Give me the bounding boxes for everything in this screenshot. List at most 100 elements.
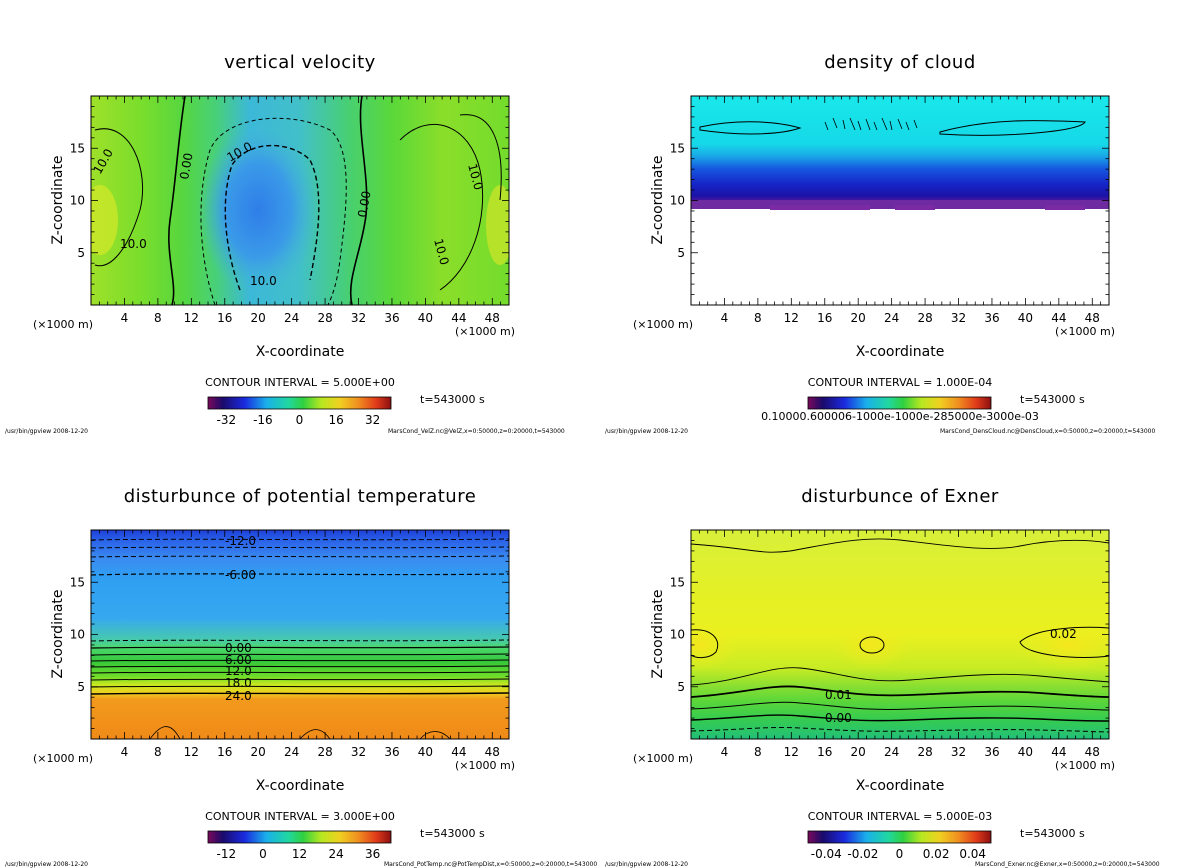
y-axis-title: Z-coordinate [650, 589, 666, 678]
time-label: t=543000 s [1020, 827, 1085, 840]
x-ticks: 4 8 12 16 20 24 28 32 36 40 44 48 [698, 530, 1102, 759]
x-tick-label: 32 [951, 745, 966, 759]
x-tick-label: 28 [317, 311, 332, 325]
x-tick-label: 48 [485, 311, 500, 325]
x-unit-right: (×1000 m) [455, 759, 515, 772]
colorbar-tick-label: 36 [365, 847, 380, 861]
contour-bands [91, 538, 509, 739]
cloud-layer [691, 96, 1109, 203]
field-background [91, 530, 509, 739]
colorbar-tick-label: 24 [328, 847, 343, 861]
contour-interval: CONTOUR INTERVAL = 3.000E+00 [205, 810, 395, 823]
colorbar-tick-label: 0.04 [959, 847, 986, 861]
y-tick-label: 15 [670, 575, 685, 589]
contour-zero-right [349, 96, 368, 305]
x-tick-label: 8 [754, 745, 762, 759]
contour-label: -6.00 [225, 568, 256, 582]
colorbar-tick-label: 0 [296, 413, 304, 427]
panel-exner: disturbunce of Exner 0.02 0.01 0.00 4 8 12… [605, 486, 1160, 868]
plot-field [691, 96, 1109, 305]
x-axis-title: X-coordinate [856, 778, 945, 794]
colorbar-tick-label: 16 [328, 413, 343, 427]
y-tick-label: 15 [70, 141, 85, 155]
x-tick-label: 40 [1018, 745, 1033, 759]
contour-upper-left [699, 121, 802, 135]
time-label: t=543000 s [420, 827, 485, 840]
colorbar-ticks-overlap: 0.10000.600006-1000e-1000e-285000e-3000e… [761, 410, 1039, 423]
x-tick-label: 20 [851, 745, 866, 759]
time-label: t=543000 s [420, 393, 485, 406]
x-axis-title: X-coordinate [256, 778, 345, 794]
contour-label: -12.0 [225, 534, 256, 548]
contour-label: 0.00 [225, 641, 252, 655]
contour-left-lobe [94, 128, 144, 267]
cloud-base-steps [1045, 205, 1085, 210]
x-tick-label: 48 [485, 745, 500, 759]
x-tick-label: 4 [721, 745, 729, 759]
contour-zero-left [168, 96, 186, 305]
y-tick-label: 10 [670, 194, 685, 208]
cloud-base-steps [895, 205, 935, 210]
x-tick-label: 28 [917, 745, 932, 759]
y-tick-label: 10 [70, 628, 85, 642]
x-tick-label: 28 [317, 745, 332, 759]
colorbar-tick-label: -12 [216, 847, 236, 861]
x-tick-label: 12 [784, 745, 799, 759]
x-unit-left: (×1000 m) [633, 752, 693, 765]
x-tick-label: 16 [217, 745, 232, 759]
y-tick-label: 10 [670, 628, 685, 642]
y-tick-label: 15 [670, 141, 685, 155]
contour-right-lobe2 [459, 114, 502, 201]
contour-interval: CONTOUR INTERVAL = 5.000E+00 [205, 376, 395, 389]
x-tick-label: 40 [418, 311, 433, 325]
downdraft-core [198, 125, 318, 295]
contour-label: 12.0 [225, 664, 252, 678]
contour-label: 18.0 [225, 676, 252, 690]
colorbar-tick-label: 0 [896, 847, 904, 861]
x-tick-label: 12 [184, 745, 199, 759]
y-ticks: 5 10 15 [670, 540, 1109, 729]
contour-neg-inner [224, 144, 320, 291]
y-ticks: 5 10 15 [670, 106, 1109, 295]
contour-upper-right [939, 120, 1086, 136]
colorbar-tick-label: -32 [216, 413, 236, 427]
x-tick-label: 24 [884, 745, 899, 759]
x-unit-right: (×1000 m) [1055, 325, 1115, 338]
x-tick-label: 48 [1085, 745, 1100, 759]
contour-label: 10.0 [120, 237, 147, 251]
panel-vertical-velocity: vertical velocity 10.0 0.00 10.0 10.0 0.… [5, 52, 565, 435]
panel-density-of-cloud: density of cloud 4 8 12 16 20 24 28 32 36 40 44 48 … [605, 52, 1155, 435]
y-axis-title: Z-coordinate [50, 589, 66, 678]
x-tick-label: 16 [817, 311, 832, 325]
footer-left: /usr/bin/gpview 2008-12-20 [5, 861, 88, 868]
x-tick-label: 40 [418, 745, 433, 759]
footer-right: MarsCond_Exner.nc@Exner,x=0:50000,z=0:20… [975, 861, 1160, 868]
x-tick-label: 24 [284, 745, 299, 759]
plot-field [691, 530, 1109, 739]
y-tick-label: 5 [677, 680, 685, 694]
footer-left: /usr/bin/gpview 2008-12-20 [605, 861, 688, 868]
x-tick-label: 32 [951, 311, 966, 325]
contour-label: 0.01 [825, 688, 852, 702]
contour-label: 10.0 [250, 274, 277, 288]
contour-interval: CONTOUR INTERVAL = 5.000E-03 [808, 810, 992, 823]
footer-right: MarsCond_VelZ.nc@VelZ,x=0:50000,z=0:2000… [388, 428, 565, 435]
x-unit-left: (×1000 m) [633, 318, 693, 331]
x-ticks: 4 8 12 16 20 24 28 32 36 40 44 48 [698, 96, 1102, 325]
x-tick-label: 32 [351, 311, 366, 325]
x-tick-label: 4 [121, 745, 129, 759]
x-tick-label: 20 [851, 311, 866, 325]
x-tick-label: 36 [984, 745, 999, 759]
colorbar-ticks: -32 -16 0 16 32 [216, 413, 380, 427]
footer-right: MarsCond_DensCloud.nc@DensCloud,x=0:5000… [940, 428, 1155, 435]
x-tick-label: 24 [884, 311, 899, 325]
contour-neg-outer [200, 117, 347, 305]
x-tick-label: 20 [251, 745, 266, 759]
colorbar [807, 396, 992, 410]
colorbar [207, 396, 392, 410]
x-tick-label: 12 [784, 311, 799, 325]
x-tick-label: 20 [251, 311, 266, 325]
contour-label: 0.00 [825, 711, 852, 725]
x-tick-label: 16 [817, 745, 832, 759]
